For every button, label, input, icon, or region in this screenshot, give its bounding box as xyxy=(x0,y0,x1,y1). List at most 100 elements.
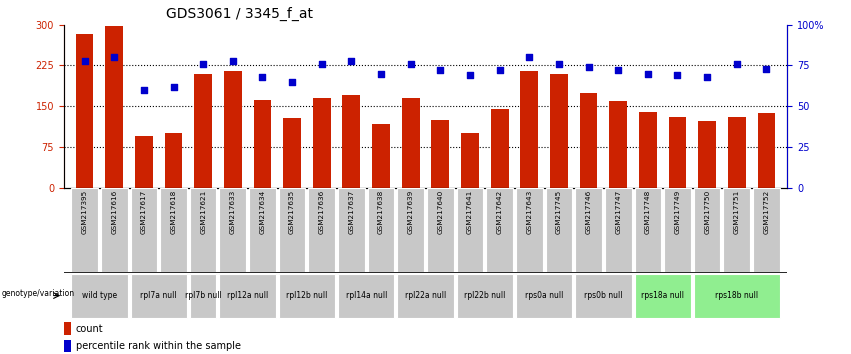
Text: GSM217616: GSM217616 xyxy=(111,190,117,234)
Text: rpl7b null: rpl7b null xyxy=(185,291,221,300)
Bar xyxy=(457,274,513,318)
Bar xyxy=(313,98,331,188)
Text: GSM217751: GSM217751 xyxy=(734,190,740,234)
Bar xyxy=(64,340,71,352)
Bar xyxy=(279,274,335,318)
Text: GSM217750: GSM217750 xyxy=(704,190,710,234)
Bar xyxy=(635,188,661,272)
Point xyxy=(611,68,625,73)
Text: genotype/variation: genotype/variation xyxy=(1,289,74,298)
Bar xyxy=(64,322,71,335)
Bar xyxy=(402,98,420,188)
Bar xyxy=(723,188,750,272)
Bar xyxy=(220,188,246,272)
Bar xyxy=(372,124,390,188)
Bar xyxy=(338,188,365,272)
Bar xyxy=(135,136,153,188)
Text: GDS3061 / 3345_f_at: GDS3061 / 3345_f_at xyxy=(166,7,313,21)
Point xyxy=(552,61,566,67)
Bar xyxy=(605,188,631,272)
Point xyxy=(137,87,151,93)
Bar xyxy=(190,274,216,318)
Text: rps18b null: rps18b null xyxy=(715,291,758,300)
Bar xyxy=(71,274,128,318)
Bar xyxy=(575,188,602,272)
Bar xyxy=(545,188,572,272)
Text: GSM217640: GSM217640 xyxy=(437,190,443,234)
Text: GSM217638: GSM217638 xyxy=(378,190,384,234)
Point xyxy=(760,66,774,72)
Bar xyxy=(575,274,631,318)
Point xyxy=(285,79,299,85)
Text: GSM217748: GSM217748 xyxy=(645,190,651,234)
Bar xyxy=(106,26,123,188)
Point xyxy=(77,58,91,63)
Text: count: count xyxy=(76,324,103,333)
Bar xyxy=(101,188,128,272)
Bar xyxy=(194,74,212,188)
Bar xyxy=(249,188,276,272)
Bar xyxy=(728,117,745,188)
Point xyxy=(463,73,477,78)
Bar xyxy=(190,188,216,272)
Text: GSM217745: GSM217745 xyxy=(556,190,562,234)
Text: rpl14a null: rpl14a null xyxy=(346,291,387,300)
Text: GSM217395: GSM217395 xyxy=(82,190,88,234)
Bar xyxy=(130,188,157,272)
Point xyxy=(493,68,506,73)
Text: GSM217636: GSM217636 xyxy=(319,190,325,234)
Bar xyxy=(254,100,271,188)
Text: rpl22b null: rpl22b null xyxy=(464,291,505,300)
Bar xyxy=(71,188,98,272)
Bar xyxy=(698,121,716,188)
Point xyxy=(433,68,447,73)
Bar xyxy=(164,133,182,188)
Text: GSM217618: GSM217618 xyxy=(170,190,176,234)
Point xyxy=(582,64,596,70)
Bar xyxy=(224,71,242,188)
Text: GSM217633: GSM217633 xyxy=(230,190,236,234)
Bar xyxy=(639,112,657,188)
Bar xyxy=(283,118,301,188)
Point xyxy=(671,73,684,78)
Text: rpl12a null: rpl12a null xyxy=(227,291,268,300)
Text: wild type: wild type xyxy=(82,291,117,300)
Bar xyxy=(694,188,721,272)
Point xyxy=(315,61,328,67)
Bar xyxy=(609,101,627,188)
Point xyxy=(374,71,388,76)
Text: GSM217617: GSM217617 xyxy=(141,190,147,234)
Bar xyxy=(664,188,691,272)
Bar xyxy=(753,188,780,272)
Bar xyxy=(635,274,691,318)
Point xyxy=(226,58,240,63)
Bar xyxy=(580,93,597,188)
Bar xyxy=(220,274,276,318)
Bar xyxy=(308,188,335,272)
Text: GSM217641: GSM217641 xyxy=(467,190,473,234)
Text: GSM217621: GSM217621 xyxy=(200,190,206,234)
Bar xyxy=(279,188,306,272)
Bar xyxy=(694,274,780,318)
Text: GSM217634: GSM217634 xyxy=(260,190,266,234)
Point xyxy=(167,84,180,90)
Bar xyxy=(431,120,449,188)
Bar xyxy=(427,188,454,272)
Bar xyxy=(461,133,479,188)
Text: GSM217752: GSM217752 xyxy=(763,190,769,234)
Point xyxy=(107,55,121,60)
Point xyxy=(197,61,210,67)
Text: percentile rank within the sample: percentile rank within the sample xyxy=(76,341,241,351)
Text: rps0b null: rps0b null xyxy=(584,291,623,300)
Text: GSM217746: GSM217746 xyxy=(585,190,591,234)
Text: rps0a null: rps0a null xyxy=(525,291,563,300)
Bar xyxy=(160,188,187,272)
Bar xyxy=(516,188,543,272)
Text: rps18a null: rps18a null xyxy=(641,291,684,300)
Point xyxy=(730,61,744,67)
Text: rpl22a null: rpl22a null xyxy=(405,291,446,300)
Text: GSM217749: GSM217749 xyxy=(675,190,681,234)
Point xyxy=(700,74,714,80)
Point xyxy=(641,71,654,76)
Text: GSM217642: GSM217642 xyxy=(497,190,503,234)
